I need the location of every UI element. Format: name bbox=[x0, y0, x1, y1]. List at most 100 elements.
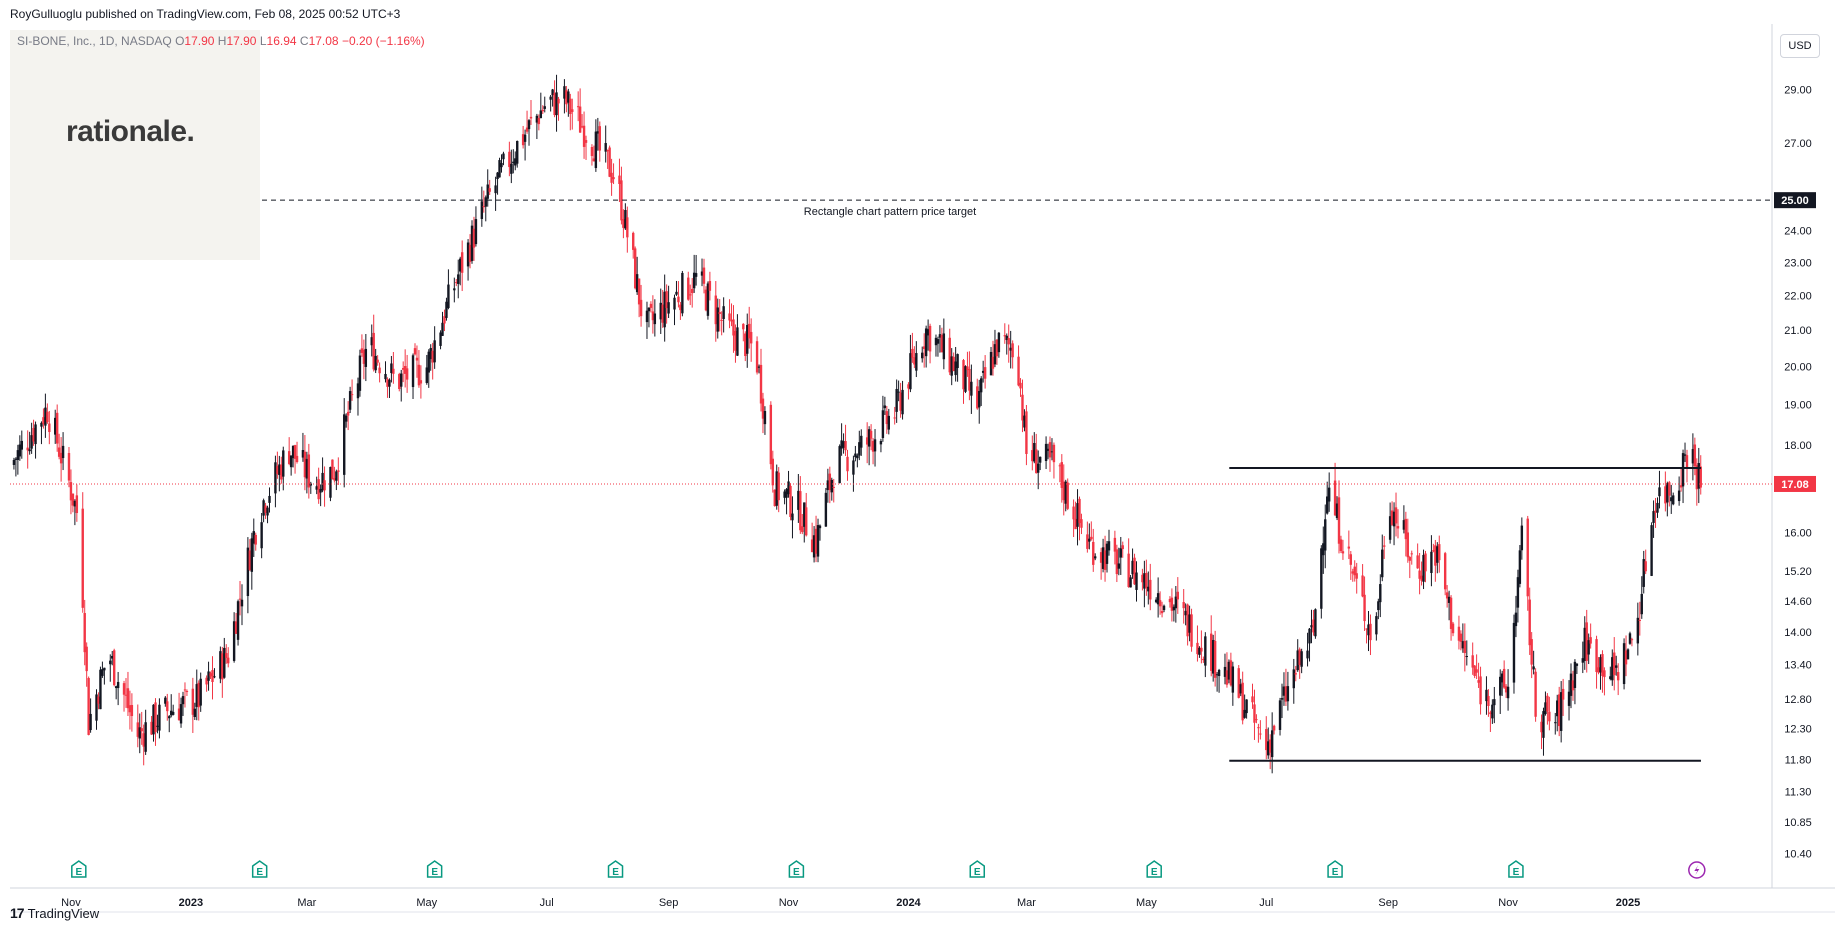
candle-body bbox=[1280, 698, 1284, 700]
candle-body bbox=[604, 143, 607, 152]
candle-body bbox=[702, 267, 706, 284]
candle-body bbox=[197, 682, 200, 708]
candle-body bbox=[799, 491, 802, 531]
candle-body bbox=[1361, 575, 1364, 597]
candle-body bbox=[411, 355, 415, 388]
candle-body bbox=[195, 684, 198, 707]
candle-body bbox=[484, 197, 487, 207]
candle-body bbox=[1215, 674, 1219, 676]
earnings-icon[interactable]: E bbox=[607, 860, 624, 878]
candle-body bbox=[303, 451, 307, 478]
candle-body bbox=[771, 458, 775, 486]
time-tick-label: 2023 bbox=[179, 897, 203, 909]
candle-body bbox=[1544, 702, 1547, 715]
candle-body bbox=[537, 118, 541, 125]
candle-body bbox=[356, 383, 360, 399]
candle-body bbox=[692, 272, 696, 289]
candle-body bbox=[234, 621, 238, 634]
candle-body bbox=[1292, 669, 1295, 689]
candle-body bbox=[1581, 658, 1584, 663]
candle-body bbox=[488, 188, 491, 192]
candle-body bbox=[1540, 721, 1543, 733]
candle-body bbox=[995, 339, 999, 357]
candle-body bbox=[549, 96, 552, 100]
candle-body bbox=[757, 366, 761, 368]
candle-body bbox=[775, 471, 778, 506]
candle-body bbox=[1119, 548, 1122, 558]
earnings-icon[interactable]: E bbox=[426, 860, 443, 878]
candle-body bbox=[1149, 579, 1152, 600]
currency-button[interactable]: USD bbox=[1780, 34, 1820, 58]
candle-body bbox=[185, 691, 189, 693]
earnings-icon[interactable]: E bbox=[1146, 860, 1162, 878]
earnings-icon[interactable]: E bbox=[788, 860, 805, 878]
earnings-icon[interactable]: E bbox=[71, 860, 87, 878]
candle-body bbox=[199, 678, 202, 706]
candle-body bbox=[673, 297, 676, 310]
candle-body bbox=[893, 417, 896, 419]
candle-body bbox=[1622, 643, 1626, 685]
earnings-icon[interactable]: E bbox=[1508, 860, 1524, 878]
earnings-icon[interactable] bbox=[1688, 861, 1706, 879]
candle-body bbox=[101, 669, 104, 676]
candle-body bbox=[637, 278, 641, 305]
candle-body bbox=[626, 217, 629, 238]
candle-body bbox=[441, 322, 444, 336]
earnings-icon[interactable]: E bbox=[251, 860, 268, 878]
price-tick-label: 20.00 bbox=[1784, 361, 1812, 373]
candle-body bbox=[1534, 671, 1537, 717]
candle-body bbox=[508, 151, 511, 168]
earnings-badge-shape bbox=[1508, 860, 1524, 878]
earnings-icon[interactable]: E bbox=[969, 860, 986, 878]
candle-body bbox=[425, 367, 428, 383]
candle-body bbox=[659, 302, 662, 320]
candle-body bbox=[171, 711, 175, 715]
candle-body bbox=[1314, 609, 1317, 637]
candle-body bbox=[1255, 719, 1258, 721]
candle-body bbox=[1363, 594, 1366, 622]
candle-body bbox=[1424, 553, 1427, 572]
candle-body bbox=[57, 447, 61, 457]
symbol-label[interactable]: SI-BONE, Inc., 1D, NASDAQ bbox=[17, 34, 172, 48]
candle-body bbox=[1650, 525, 1653, 576]
earnings-letter: E bbox=[256, 867, 263, 878]
footer-brand[interactable]: 17 TradingView bbox=[10, 905, 99, 921]
earnings-letter: E bbox=[431, 867, 438, 878]
candle-body bbox=[704, 289, 708, 311]
candle-body bbox=[466, 242, 470, 267]
candle-body bbox=[87, 678, 90, 735]
candle-body bbox=[144, 722, 147, 752]
candle-body bbox=[419, 380, 423, 384]
low-label: L bbox=[259, 34, 267, 48]
candle-body bbox=[1445, 592, 1449, 599]
candle-body bbox=[1449, 597, 1453, 629]
target-price-badge bbox=[1774, 192, 1816, 209]
candle-body bbox=[1296, 650, 1299, 671]
candle-body bbox=[1461, 641, 1465, 649]
candle-body bbox=[445, 301, 448, 318]
candle-body bbox=[1135, 572, 1138, 590]
candle-body bbox=[1691, 449, 1695, 464]
candle-body bbox=[1294, 673, 1297, 675]
candle-body bbox=[1487, 696, 1490, 706]
candle-body bbox=[565, 90, 568, 105]
candle-body bbox=[470, 225, 474, 261]
candle-body bbox=[1569, 673, 1573, 696]
time-tick-label: Nov bbox=[1498, 897, 1518, 909]
candle-body bbox=[1418, 570, 1421, 579]
candle-body bbox=[1589, 637, 1592, 644]
candle-body bbox=[99, 669, 102, 710]
candle-body bbox=[803, 502, 806, 527]
candle-body bbox=[282, 450, 285, 477]
candle-body bbox=[376, 359, 379, 363]
candle-body bbox=[248, 550, 252, 570]
candle-body bbox=[881, 410, 885, 438]
candle-body bbox=[708, 281, 712, 291]
candle-body bbox=[1064, 481, 1067, 504]
candle-body bbox=[309, 483, 312, 486]
candle-body bbox=[103, 667, 106, 671]
price-tick-label: 27.00 bbox=[1784, 138, 1812, 150]
earnings-icon[interactable]: E bbox=[1327, 860, 1343, 878]
candle-body bbox=[730, 319, 733, 322]
